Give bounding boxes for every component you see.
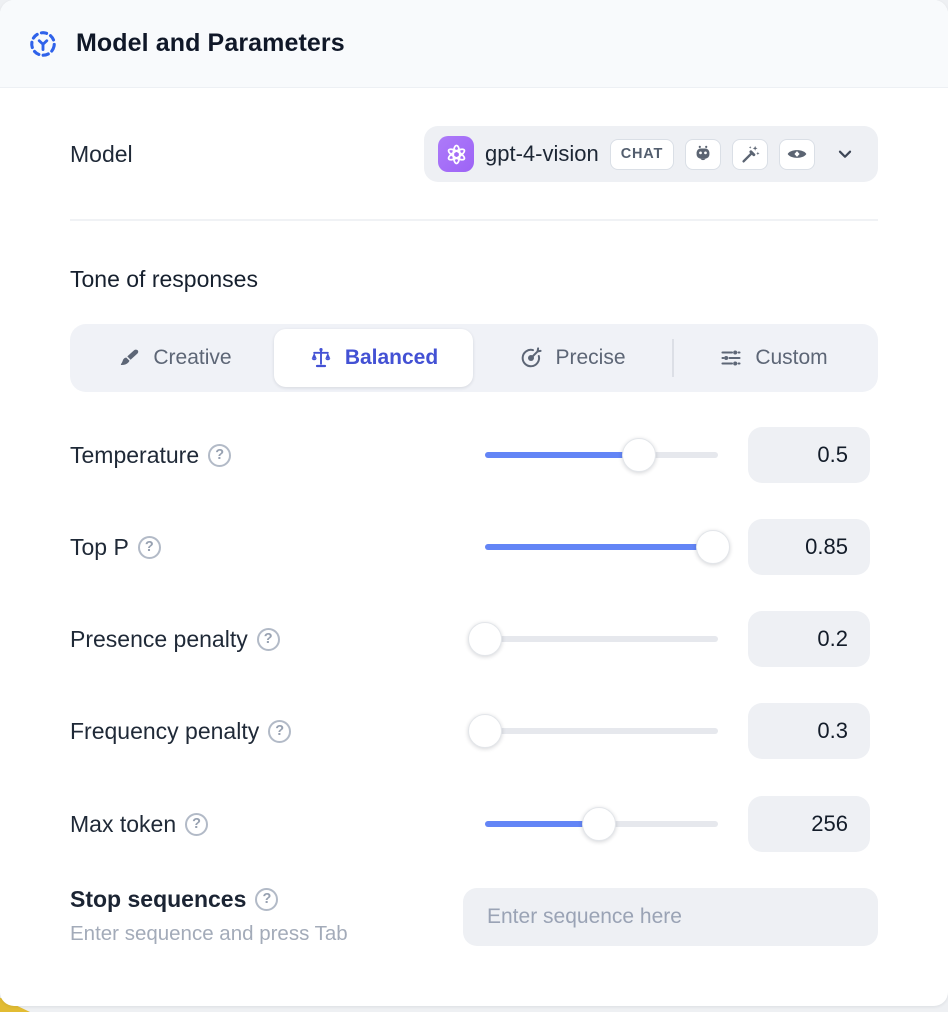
page-title: Model and Parameters: [76, 29, 345, 57]
slider-handle[interactable]: [582, 807, 617, 841]
param-row-frequency-penalty: Frequency penalty ? 0.3: [70, 703, 878, 759]
slider-fill: [485, 821, 600, 827]
tab-creative[interactable]: Creative: [75, 329, 274, 387]
param-row-max-token: Max token ? 256: [70, 796, 878, 852]
param-row-top-p: Top P ? 0.85: [70, 519, 878, 575]
bot-icon: [685, 138, 722, 170]
top-p-slider[interactable]: [485, 519, 731, 575]
slider-fill: [485, 452, 639, 458]
target-dart-icon: [522, 347, 543, 368]
slider-track[interactable]: [485, 636, 718, 642]
temperature-value[interactable]: 0.5: [748, 427, 870, 483]
model-label: Model: [70, 140, 133, 167]
openai-logo: [438, 136, 474, 172]
tone-tab-bar: Creative Balanced Precise: [70, 324, 878, 392]
max-token-slider[interactable]: [485, 796, 718, 852]
param-label: Top P ?: [70, 519, 161, 575]
help-icon[interactable]: ?: [256, 627, 280, 651]
magic-wand-icon: [732, 138, 769, 170]
top-p-value[interactable]: 0.85: [748, 519, 870, 575]
tone-heading: Tone of responses: [70, 266, 258, 292]
slider-handle[interactable]: [696, 530, 731, 564]
stop-sequences-label: Stop sequences ?: [70, 886, 878, 913]
tab-label: Precise: [555, 346, 626, 369]
presence-penalty-slider[interactable]: [468, 611, 718, 667]
tab-label: Custom: [755, 346, 828, 369]
stop-sequence-input[interactable]: [463, 888, 878, 946]
help-icon[interactable]: ?: [208, 443, 232, 467]
stop-sequences-row: Stop sequences ? Enter sequence and pres…: [70, 886, 878, 946]
tab-label: Balanced: [344, 346, 439, 369]
panel-header: Model and Parameters: [0, 0, 948, 88]
temperature-slider[interactable]: [485, 427, 718, 483]
chevron-down-icon[interactable]: [834, 143, 856, 165]
tab-divider: [672, 339, 674, 377]
param-label: Frequency penalty ?: [70, 703, 292, 759]
paintbrush-icon: [121, 349, 139, 365]
param-label: Temperature ?: [70, 427, 232, 483]
slider-handle[interactable]: [468, 622, 502, 656]
frequency-penalty-slider[interactable]: [468, 703, 718, 759]
frequency-penalty-value[interactable]: 0.3: [748, 703, 870, 759]
help-icon[interactable]: ?: [255, 888, 279, 911]
section-divider: [70, 219, 878, 221]
model-name: gpt-4-vision: [485, 141, 599, 166]
max-token-value[interactable]: 256: [748, 796, 870, 852]
param-label: Presence penalty ?: [70, 611, 280, 667]
help-icon[interactable]: ?: [185, 812, 209, 836]
help-icon[interactable]: ?: [137, 535, 161, 559]
model-select-dropdown[interactable]: gpt-4-vision CHAT: [424, 126, 878, 182]
tab-custom[interactable]: Custom: [674, 329, 873, 387]
tab-precise[interactable]: Precise: [473, 329, 672, 387]
tab-label: Creative: [153, 346, 232, 369]
chat-type-badge: CHAT: [609, 138, 675, 170]
slider-fill: [485, 544, 714, 550]
vision-eye-icon: [779, 138, 816, 170]
param-row-temperature: Temperature ? 0.5: [70, 427, 878, 483]
param-row-presence-penalty: Presence penalty ? 0.2: [70, 611, 878, 667]
tab-balanced[interactable]: Balanced: [274, 329, 473, 387]
help-icon[interactable]: ?: [268, 719, 292, 743]
model-row: Model gpt-4-vision CHAT: [70, 126, 878, 182]
slider-track[interactable]: [485, 728, 718, 734]
model-hub-icon: [30, 30, 56, 57]
stop-sequences-hint: Enter sequence and press Tab: [70, 922, 348, 945]
param-label: Max token ?: [70, 796, 209, 852]
slider-handle[interactable]: [621, 438, 656, 472]
slider-handle[interactable]: [468, 714, 502, 748]
balance-scale-icon: [311, 348, 331, 368]
sliders-icon: [721, 350, 741, 366]
presence-penalty-value[interactable]: 0.2: [748, 611, 870, 667]
